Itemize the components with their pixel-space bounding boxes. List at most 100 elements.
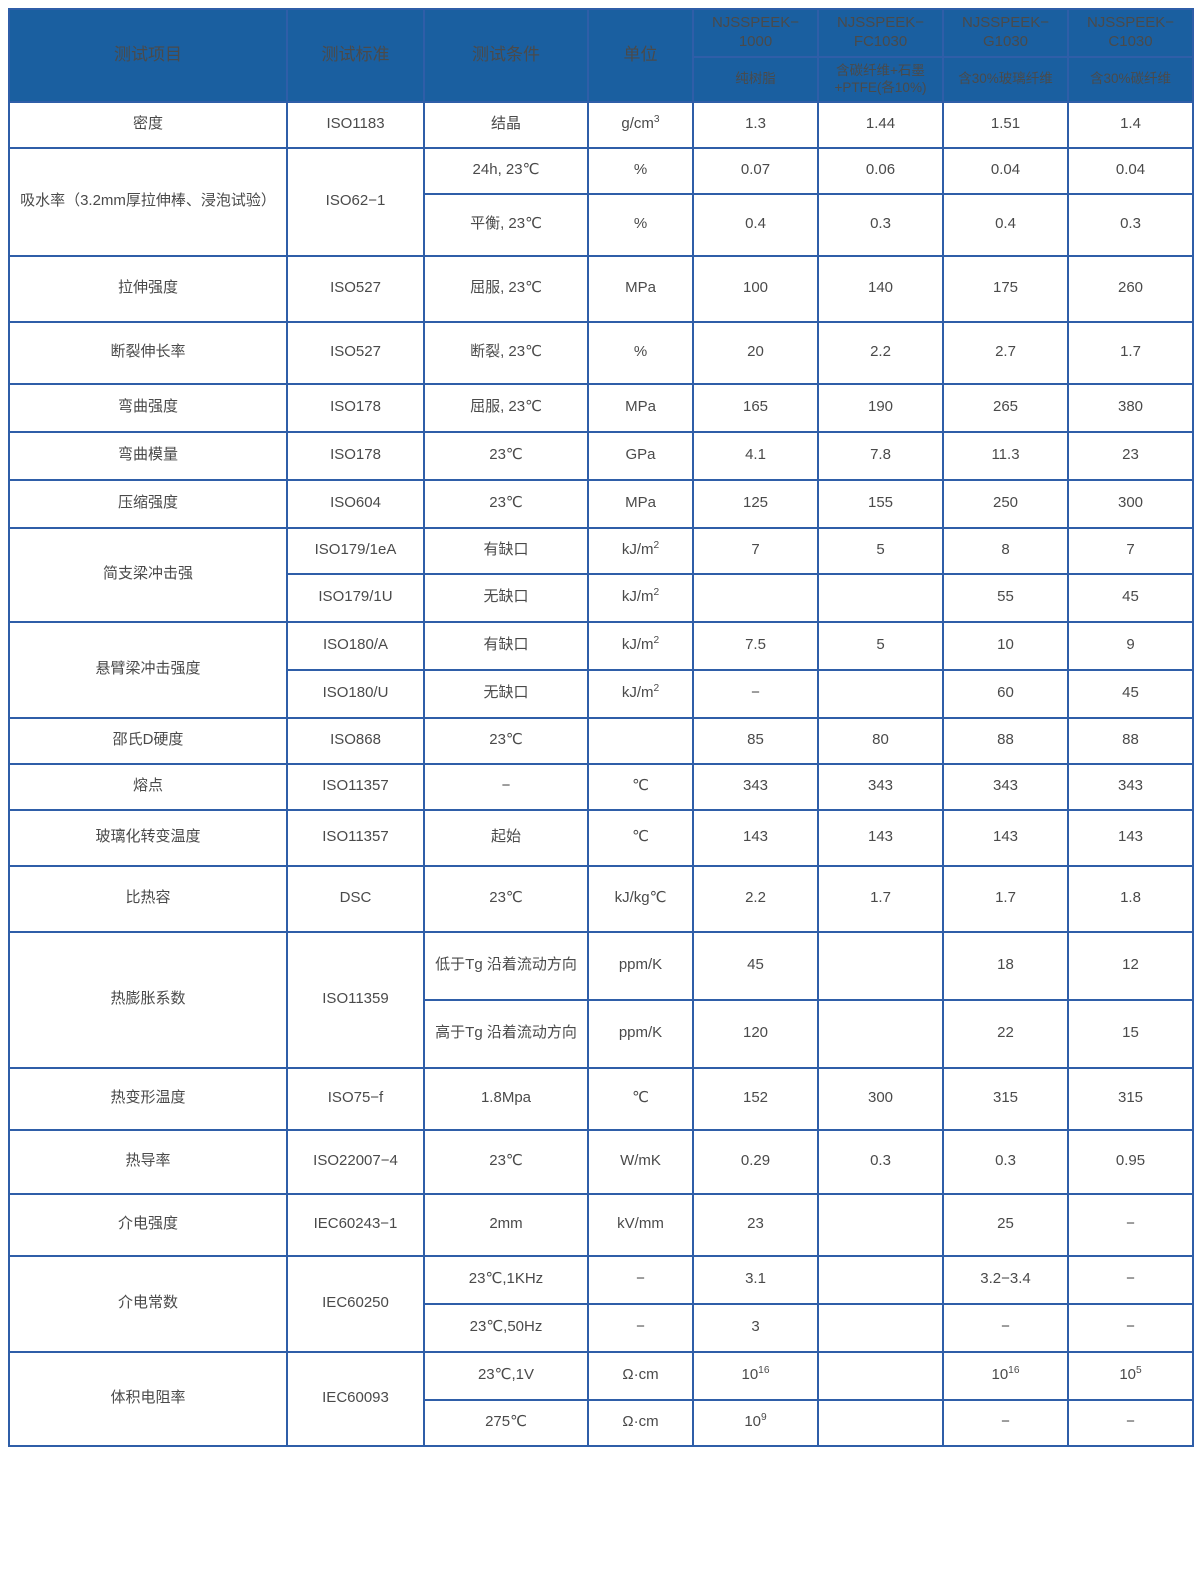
cell-value-product-2: 3.2−3.4 (942, 1254, 1069, 1305)
cell-value-product-0: 143 (692, 808, 819, 867)
cell-value-product-1: 5 (817, 620, 944, 671)
header-unit: 单位 (587, 8, 694, 103)
cell-test-condition: 有缺口 (423, 620, 589, 671)
cell-unit: ppm/K (587, 930, 694, 1001)
cell-test-condition: 高于Tg 沿着流动方向 (423, 998, 589, 1069)
cell-test-condition: 1.8Mpa (423, 1066, 589, 1131)
cell-value-product-0: 45 (692, 930, 819, 1001)
cell-value-product-1 (817, 668, 944, 719)
cell-test-condition: 平衡, 23℃ (423, 192, 589, 257)
cell-test-condition: 275℃ (423, 1398, 589, 1447)
cell-value-product-2: 0.4 (942, 192, 1069, 257)
cell-value-product-3: 1.4 (1067, 100, 1194, 149)
header-row-1: 测试项目 测试标准 测试条件 单位 NJSSPEEK− 1000 NJSSPEE… (8, 8, 1194, 103)
cell-value-product-0: 165 (692, 382, 819, 433)
cell-test-condition: 低于Tg 沿着流动方向 (423, 930, 589, 1001)
header-product-2-desc: 含30%玻璃纤维 (942, 55, 1069, 103)
table-row: 比热容 DSC 23℃ kJ/kg℃ 2.2 1.7 1.7 1.8 (8, 864, 1194, 933)
cell-test-condition: 23℃ (423, 478, 589, 529)
cell-value-product-2: 1016 (942, 1350, 1069, 1401)
cell-value-product-1: 190 (817, 382, 944, 433)
cell-test-standard: ISO178 (286, 430, 425, 481)
cell-value-product-2: 143 (942, 808, 1069, 867)
cell-value-product-3: 300 (1067, 478, 1194, 529)
cell-value-product-0: 120 (692, 998, 819, 1069)
cell-test-item: 弯曲强度 (8, 382, 288, 433)
cell-value-product-2: 0.3 (942, 1128, 1069, 1195)
table-row: 介电常数 IEC60250 23℃,1KHz −3.1 3.2−3.4− (8, 1254, 1194, 1353)
cell-value-product-0: 3.1 (692, 1254, 819, 1305)
cell-value-product-3: 0.04 (1067, 146, 1194, 195)
table-row: 热导率 ISO22007−4 23℃ W/mK 0.29 0.3 0.3 0.95 (8, 1128, 1194, 1195)
cell-value-product-0: 20 (692, 320, 819, 385)
cell-value-product-3: 0.3 (1067, 192, 1194, 257)
table-row: 玻璃化转变温度 ISO11357 起始 ℃ 143 143 143 143 (8, 808, 1194, 867)
cell-value-product-0: 0.4 (692, 192, 819, 257)
cell-value-product-1 (817, 998, 944, 1069)
cell-test-item: 邵氏D硬度 (8, 716, 288, 765)
cell-value-product-0: 7.5 (692, 620, 819, 671)
cell-test-condition: 结晶 (423, 100, 589, 149)
cell-value-product-1: 300 (817, 1066, 944, 1131)
cell-unit: − (587, 1302, 694, 1353)
cell-test-condition: 有缺口 (423, 526, 589, 575)
cell-test-standard: ISO527 (286, 254, 425, 323)
cell-test-standard: ISO11359 (286, 930, 425, 1069)
cell-test-item: 密度 (8, 100, 288, 149)
product-1-name-line2: FC1030 (853, 32, 908, 50)
cell-value-product-3: 1.7 (1067, 320, 1194, 385)
cell-value-product-1: 80 (817, 716, 944, 765)
cell-value-product-1 (817, 1350, 944, 1401)
cell-value-product-1: 2.2 (817, 320, 944, 385)
cell-test-item: 玻璃化转变温度 (8, 808, 288, 867)
cell-value-product-2: 18 (942, 930, 1069, 1001)
cell-unit: MPa (587, 382, 694, 433)
table-body: 密度 ISO1183 结晶 g/cm3 1.3 1.44 1.51 1.4 吸水率（3.2mm厚… (8, 100, 1194, 1447)
cell-test-standard: ISO180/A (286, 620, 425, 671)
cell-value-product-3: 88 (1067, 716, 1194, 765)
cell-test-condition: 屈服, 23℃ (423, 382, 589, 433)
cell-test-item: 热变形温度 (8, 1066, 288, 1131)
cell-unit: − (587, 1254, 694, 1305)
cell-value-product-2: 22 (942, 998, 1069, 1069)
cell-test-standard: ISO22007−4 (286, 1128, 425, 1195)
cell-value-product-3: 7 (1067, 526, 1194, 575)
cell-test-item: 悬臂梁冲击强度 (8, 620, 288, 719)
cell-value-product-3: − (1067, 1302, 1194, 1353)
cell-value-product-3: 315 (1067, 1066, 1194, 1131)
cell-value-product-3: 23 (1067, 430, 1194, 481)
cell-test-standard: ISO604 (286, 478, 425, 529)
cell-test-condition: 无缺口 (423, 668, 589, 719)
cell-test-condition: 23℃ (423, 864, 589, 933)
cell-test-standard: IEC60250 (286, 1254, 425, 1353)
cell-unit: Ω·cm (587, 1398, 694, 1447)
cell-value-product-0: 152 (692, 1066, 819, 1131)
cell-test-item: 断裂伸长率 (8, 320, 288, 385)
table-row: 悬臂梁冲击强度 ISO180/A 有缺口 kJ/m2 7.5 5 10 9 (8, 620, 1194, 719)
cell-value-product-1 (817, 1192, 944, 1257)
cell-value-product-1 (817, 1398, 944, 1447)
cell-value-product-0: 3 (692, 1302, 819, 1353)
cell-value-product-3: 343 (1067, 762, 1194, 811)
table-row: 高于Tg 沿着流动方向 ppm/K 120 22 15 (9, 998, 1194, 1069)
cell-value-product-1 (817, 572, 944, 623)
cell-value-product-1 (817, 1254, 944, 1305)
product-0-name-line2: 1000 (738, 32, 773, 50)
cell-test-item: 体积电阻率 (8, 1350, 288, 1447)
header-product-3: NJSSPEEK− C1030 (1067, 8, 1194, 58)
cell-test-item: 介电常数 (8, 1254, 288, 1353)
cell-value-product-1: 1.7 (817, 864, 944, 933)
table-row: ISO180/U 无缺口 kJ/m2− 60 45 (9, 668, 1194, 719)
cell-unit: Ω·cm (587, 1350, 694, 1401)
cell-unit: GPa (587, 430, 694, 481)
cell-test-condition: 24h, 23℃ (423, 146, 589, 195)
cell-test-standard: ISO1183 (286, 100, 425, 149)
table-row: 体积电阻率 IEC60093 23℃,1V Ω·cm 1016 1016 105 (8, 1350, 1194, 1447)
product-2-name-line2: G1030 (982, 32, 1029, 50)
table-row: 弯曲模量 ISO178 23℃ GPa 4.1 7.8 11.3 23 (8, 430, 1194, 481)
table-row: 平衡, 23℃% 0.4 0.3 0.4 0.3 (9, 192, 1194, 257)
cell-value-product-3: − (1067, 1192, 1194, 1257)
cell-value-product-2: 315 (942, 1066, 1069, 1131)
table-row: 断裂伸长率 ISO527 断裂, 23℃% 20 2.2 2.7 1.7 (8, 320, 1194, 385)
cell-unit: kJ/m2 (587, 668, 694, 719)
